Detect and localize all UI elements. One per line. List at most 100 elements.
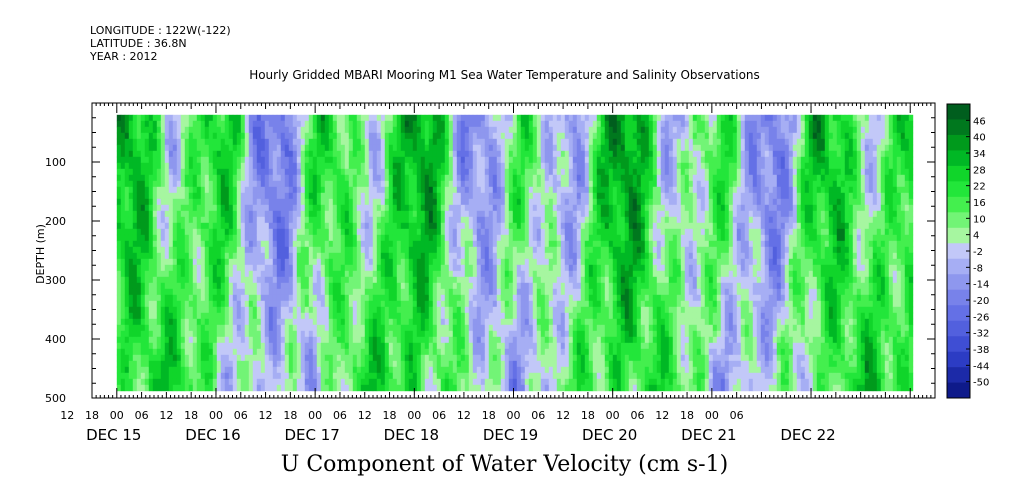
field-cell — [448, 252, 454, 260]
field-cell — [448, 228, 454, 236]
field-cell — [428, 378, 434, 386]
field-cell — [340, 366, 346, 374]
field-cell — [340, 348, 346, 356]
field-cell — [268, 132, 274, 140]
field-cell — [432, 144, 438, 152]
field-cell — [532, 258, 538, 266]
field-cell — [312, 186, 318, 194]
field-cell — [400, 126, 406, 134]
field-cell — [144, 372, 150, 380]
field-cell — [412, 384, 418, 392]
field-cell — [428, 246, 434, 254]
field-cell — [296, 336, 302, 344]
field-cell — [376, 282, 382, 290]
field-cell — [476, 228, 482, 236]
field-cell — [188, 144, 194, 152]
field-cell — [424, 132, 430, 140]
field-cell — [448, 384, 454, 392]
field-cell — [512, 318, 518, 326]
field-cell — [220, 312, 226, 320]
field-cell — [252, 180, 258, 188]
field-cell — [456, 282, 462, 290]
field-cell — [264, 240, 270, 248]
field-cell — [196, 210, 202, 218]
field-cell — [152, 138, 158, 146]
field-cell — [188, 288, 194, 296]
field-cell — [280, 114, 286, 122]
field-cell — [328, 372, 334, 380]
field-cell — [176, 336, 182, 344]
field-cell — [336, 330, 342, 338]
field-cell — [212, 240, 218, 248]
field-cell — [488, 342, 494, 350]
field-cell — [344, 216, 350, 224]
field-cell — [540, 138, 546, 146]
field-cell — [136, 174, 142, 182]
field-cell — [264, 162, 270, 170]
field-cell — [392, 342, 398, 350]
field-cell — [328, 246, 334, 254]
field-cell — [516, 300, 522, 308]
field-cell — [208, 324, 214, 332]
field-cell — [212, 234, 218, 242]
field-cell — [168, 264, 174, 272]
field-cell — [180, 192, 186, 200]
field-cell — [356, 318, 362, 326]
field-cell — [200, 300, 206, 308]
field-cell — [324, 354, 330, 362]
field-cell — [304, 294, 310, 302]
field-cell — [220, 330, 226, 338]
field-cell — [176, 348, 182, 356]
field-cell — [460, 210, 466, 218]
field-cell — [148, 228, 154, 236]
field-cell — [480, 138, 486, 146]
field-cell — [164, 114, 170, 122]
field-cell — [420, 204, 426, 212]
field-cell — [368, 240, 374, 248]
field-cell — [504, 342, 510, 350]
field-cell — [396, 204, 402, 212]
field-cell — [352, 120, 358, 128]
field-cell — [192, 168, 198, 176]
field-cell — [532, 384, 538, 392]
field-cell — [124, 252, 130, 260]
field-cell — [492, 198, 498, 206]
field-cell — [348, 336, 354, 344]
field-cell — [368, 258, 374, 266]
field-cell — [456, 240, 462, 248]
field-cell — [328, 222, 334, 230]
field-cell — [268, 162, 274, 170]
field-cell — [116, 114, 122, 122]
field-cell — [444, 342, 450, 350]
field-cell — [192, 240, 198, 248]
field-cell — [356, 180, 362, 188]
field-cell — [252, 378, 258, 386]
field-cell — [136, 162, 142, 170]
field-cell — [524, 138, 530, 146]
field-cell — [228, 132, 234, 140]
field-cell — [248, 270, 254, 278]
field-cell — [484, 204, 490, 212]
field-cell — [452, 378, 458, 386]
field-cell — [356, 276, 362, 284]
field-cell — [364, 192, 370, 200]
field-cell — [524, 258, 530, 266]
field-cell — [372, 264, 378, 272]
field-cell — [500, 198, 506, 206]
field-cell — [544, 318, 550, 326]
field-cell — [388, 354, 394, 362]
field-cell — [456, 288, 462, 296]
field-cell — [224, 300, 230, 308]
field-cell — [484, 120, 490, 128]
field-cell — [268, 156, 274, 164]
field-cell — [172, 312, 178, 320]
field-cell — [396, 132, 402, 140]
field-cell — [120, 126, 126, 134]
field-cell — [176, 276, 182, 284]
field-cell — [388, 234, 394, 242]
field-cell — [228, 240, 234, 248]
field-cell — [452, 384, 458, 392]
field-cell — [340, 288, 346, 296]
field-cell — [200, 348, 206, 356]
field-cell — [428, 162, 434, 170]
